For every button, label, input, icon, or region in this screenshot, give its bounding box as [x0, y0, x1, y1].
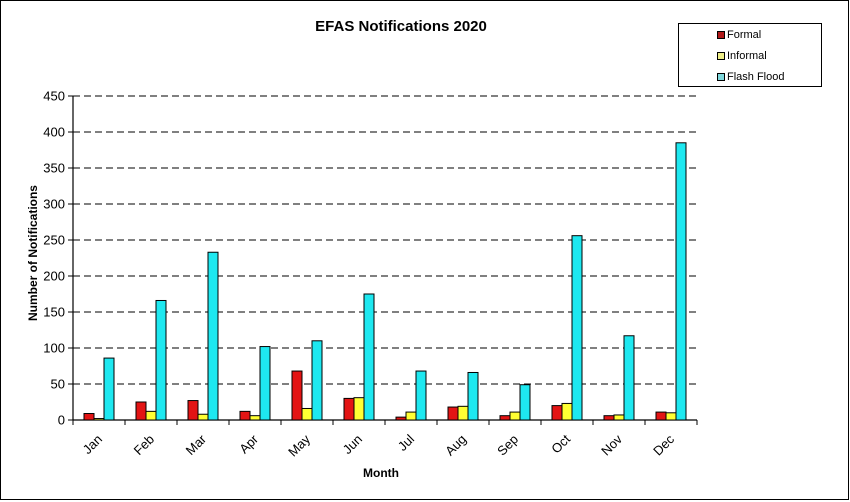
bar-formal	[395, 416, 407, 421]
bar-formal	[447, 406, 459, 421]
legend-item-formal: Formal	[717, 29, 761, 41]
bar-flash-flood	[207, 251, 219, 421]
bar-flash-flood	[103, 357, 115, 421]
y-tick-label: 150	[43, 305, 65, 320]
x-axis-label: Month	[363, 466, 399, 480]
bar-formal	[499, 415, 511, 421]
bar-informal	[561, 402, 573, 421]
x-tick-label: Oct	[548, 431, 573, 456]
bar-formal	[135, 401, 147, 421]
bar-informal	[249, 415, 261, 421]
bar-flash-flood	[623, 335, 635, 421]
chart-title: EFAS Notifications 2020	[315, 18, 487, 35]
x-tick-label: Aug	[442, 432, 469, 459]
y-tick-label: 100	[43, 341, 65, 356]
legend-label: Flash Flood	[727, 71, 785, 83]
y-tick-label: 50	[51, 377, 65, 392]
y-tick-label: 300	[43, 197, 65, 212]
chart-legend: Formal Informal Flash Flood	[678, 23, 822, 87]
y-tick-label: 0	[58, 413, 65, 428]
bar-informal	[145, 410, 157, 421]
x-tick-label: May	[285, 431, 313, 459]
bar-informal	[405, 411, 417, 421]
legend-item-informal: Informal	[717, 50, 767, 62]
bar-informal	[197, 413, 209, 421]
x-tick-label: Feb	[131, 432, 157, 458]
bar-flash-flood	[259, 346, 271, 421]
bar-informal	[509, 411, 521, 421]
x-tick-label: Dec	[650, 431, 677, 458]
y-tick-label: 350	[43, 161, 65, 176]
legend-label: Informal	[727, 50, 767, 62]
legend-label: Formal	[727, 29, 762, 41]
bar-informal	[93, 418, 105, 421]
bar-flash-flood	[155, 299, 167, 421]
x-tick-label: Jun	[340, 432, 365, 457]
bar-formal	[83, 413, 95, 421]
bar-flash-flood	[571, 235, 583, 421]
x-tick-label: Nov	[598, 431, 625, 458]
bar-flash-flood	[363, 293, 375, 421]
bar-informal	[665, 412, 677, 421]
y-tick-label: 200	[43, 269, 65, 284]
x-tick-label: Jan	[80, 432, 105, 457]
legend-swatch-formal-icon	[717, 31, 725, 39]
bar-flash-flood	[675, 142, 687, 421]
bar-flash-flood	[519, 384, 531, 421]
x-tick-label: Jul	[395, 431, 417, 453]
legend-swatch-informal-icon	[717, 52, 725, 60]
x-tick-label: Sep	[494, 432, 521, 459]
bar-formal	[291, 370, 303, 421]
bar-informal	[613, 414, 625, 421]
bar-informal	[353, 397, 365, 421]
y-tick-label: 250	[43, 233, 65, 248]
bar-formal	[187, 400, 199, 421]
legend-swatch-flash-flood-icon	[717, 73, 725, 81]
bar-informal	[457, 405, 469, 421]
bar-formal	[239, 410, 251, 421]
bar-formal	[655, 411, 667, 421]
x-tick-label: Apr	[236, 431, 261, 456]
bar-flash-flood	[415, 370, 427, 421]
bar-flash-flood	[311, 340, 323, 421]
bar-informal	[301, 407, 313, 421]
legend-item-flash-flood: Flash Flood	[717, 71, 784, 83]
bar-formal	[343, 397, 355, 421]
bar-flash-flood	[467, 371, 479, 421]
x-tick-label: Mar	[183, 431, 210, 458]
bar-formal	[603, 415, 615, 421]
y-tick-label: 450	[43, 89, 65, 104]
bar-formal	[551, 405, 563, 421]
y-tick-label: 400	[43, 125, 65, 140]
